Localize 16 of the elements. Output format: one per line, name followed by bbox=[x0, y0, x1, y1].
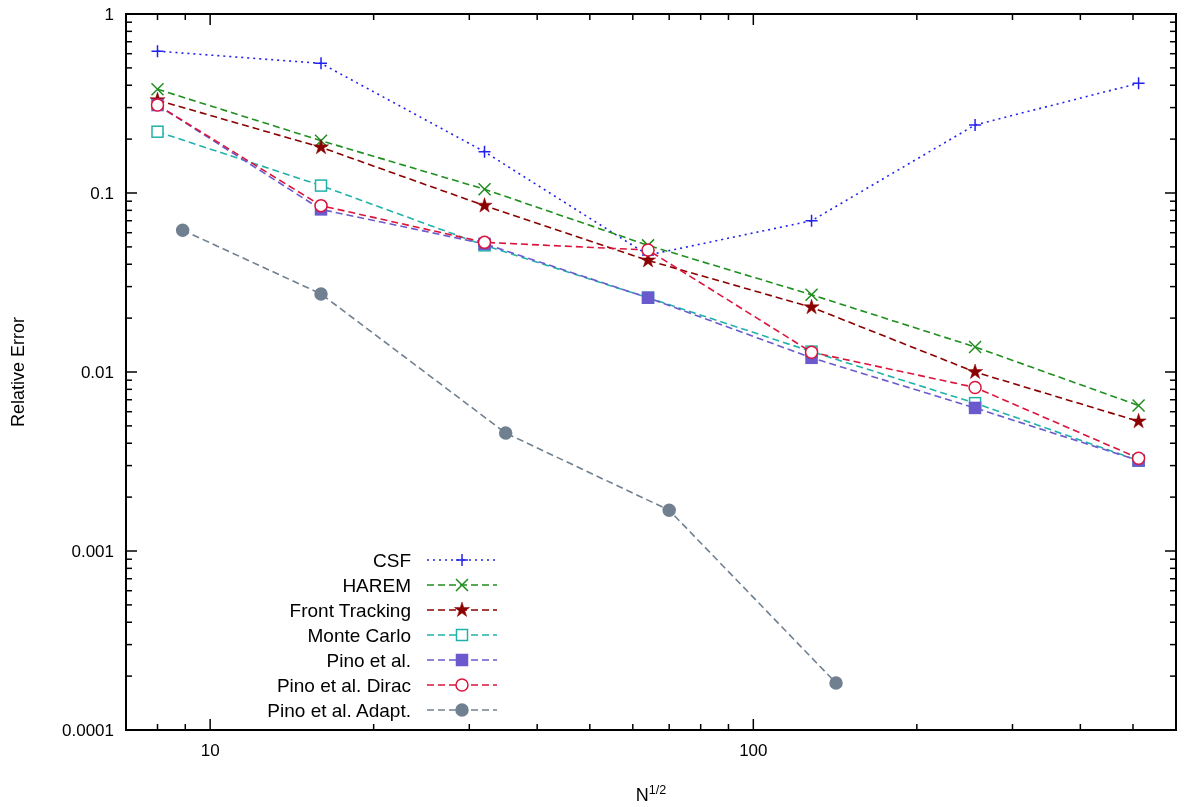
y-axis-title: Relative Error bbox=[8, 316, 28, 428]
legend-label: Pino et al. Dirac bbox=[276, 674, 411, 696]
legend-label: Pino et al. Adapt. bbox=[267, 699, 411, 721]
legend-label: CSF bbox=[373, 549, 411, 571]
y-tick-label: 1 bbox=[104, 4, 114, 24]
legend-label: Monte Carlo bbox=[307, 624, 411, 646]
legend-label: HAREM bbox=[342, 574, 411, 596]
x-tick-label: 100 bbox=[739, 741, 768, 760]
y-tick-label: 0.1 bbox=[90, 183, 114, 203]
y-tick-label: 0.01 bbox=[80, 362, 114, 382]
x-axis-title: N$^{1/2}$ bbox=[635, 783, 667, 805]
legend-label: Pino et al. bbox=[326, 649, 411, 671]
x-tick-label: 10 bbox=[200, 741, 220, 760]
y-tick-label: 0.001 bbox=[71, 541, 114, 561]
y-tick-label: 0.0001 bbox=[62, 720, 114, 740]
legend-label: Front Tracking bbox=[289, 599, 411, 621]
